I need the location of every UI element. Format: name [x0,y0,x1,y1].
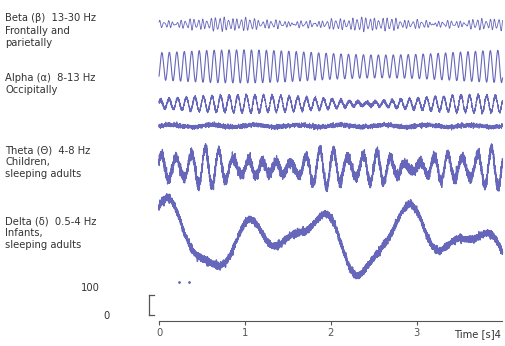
Text: Theta (Θ)  4-8 Hz: Theta (Θ) 4-8 Hz [5,145,90,155]
Text: Infants,
sleeping adults: Infants, sleeping adults [5,228,81,250]
Text: 0: 0 [104,311,110,321]
Text: Beta (β)  13-30 Hz: Beta (β) 13-30 Hz [5,13,96,23]
Text: Children,
sleeping adults: Children, sleeping adults [5,157,81,179]
Text: Occipitally: Occipitally [5,85,58,95]
Text: Delta (δ)  0.5-4 Hz: Delta (δ) 0.5-4 Hz [5,216,96,226]
Text: 100: 100 [81,283,100,293]
Text: Frontally and
parietally: Frontally and parietally [5,26,70,47]
Text: Alpha (α)  8-13 Hz: Alpha (α) 8-13 Hz [5,73,95,83]
Text: Time [s]4: Time [s]4 [454,329,501,339]
